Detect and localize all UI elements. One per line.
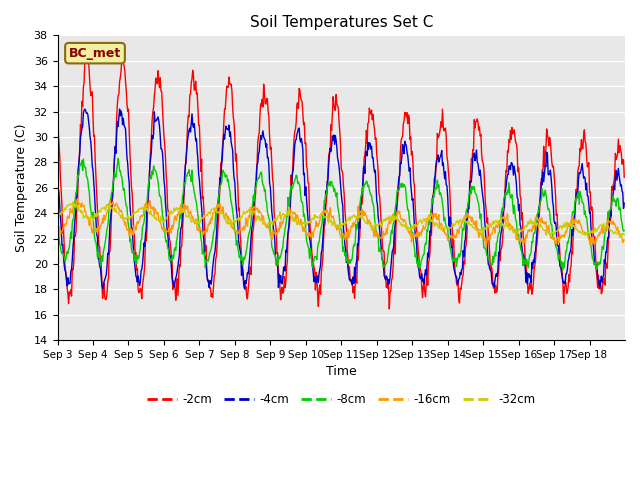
- -8cm: [225, 184, 233, 190]
- Line: -2cm: -2cm: [58, 52, 624, 309]
- -16cm: [483, 244, 490, 250]
- -4cm: [54, 172, 61, 178]
- -32cm: [275, 213, 282, 218]
- -8cm: [115, 156, 122, 161]
- -8cm: [275, 252, 282, 258]
- -2cm: [433, 161, 440, 167]
- -32cm: [253, 215, 261, 220]
- -16cm: [121, 222, 129, 228]
- -8cm: [559, 267, 567, 273]
- -32cm: [620, 232, 628, 238]
- Line: -16cm: -16cm: [58, 199, 624, 247]
- -8cm: [400, 182, 408, 188]
- -4cm: [401, 138, 409, 144]
- -4cm: [275, 271, 283, 277]
- Line: -4cm: -4cm: [58, 109, 624, 288]
- -2cm: [385, 306, 393, 312]
- -8cm: [620, 228, 628, 233]
- -2cm: [253, 161, 261, 167]
- -4cm: [226, 133, 234, 139]
- -2cm: [620, 174, 628, 180]
- X-axis label: Time: Time: [326, 365, 356, 378]
- -4cm: [99, 286, 106, 291]
- -4cm: [122, 126, 129, 132]
- -16cm: [432, 211, 440, 216]
- -16cm: [620, 237, 628, 243]
- -2cm: [275, 273, 282, 279]
- -32cm: [69, 199, 77, 205]
- -8cm: [253, 178, 261, 184]
- Line: -32cm: -32cm: [58, 202, 624, 237]
- -16cm: [54, 227, 61, 233]
- -32cm: [54, 214, 61, 220]
- -16cm: [253, 205, 261, 211]
- Line: -8cm: -8cm: [58, 158, 624, 270]
- -32cm: [432, 222, 440, 228]
- -16cm: [225, 216, 233, 222]
- -32cm: [121, 215, 129, 221]
- -32cm: [225, 221, 233, 227]
- -8cm: [432, 185, 440, 191]
- -4cm: [620, 200, 628, 206]
- Text: BC_met: BC_met: [69, 47, 121, 60]
- -2cm: [82, 49, 90, 55]
- Y-axis label: Soil Temperature (C): Soil Temperature (C): [15, 123, 28, 252]
- -2cm: [401, 109, 409, 115]
- -16cm: [275, 226, 282, 231]
- -32cm: [400, 222, 408, 228]
- -8cm: [54, 221, 61, 227]
- -2cm: [121, 67, 129, 73]
- -8cm: [121, 192, 129, 198]
- -4cm: [433, 157, 440, 163]
- -4cm: [254, 160, 262, 166]
- -16cm: [400, 216, 408, 222]
- Legend: -2cm, -4cm, -8cm, -16cm, -32cm: -2cm, -4cm, -8cm, -16cm, -32cm: [143, 388, 540, 410]
- -2cm: [225, 74, 233, 80]
- Title: Soil Temperatures Set C: Soil Temperatures Set C: [250, 15, 433, 30]
- -16cm: [74, 196, 81, 202]
- -32cm: [618, 234, 625, 240]
- -4cm: [116, 106, 124, 112]
- -2cm: [54, 101, 61, 107]
